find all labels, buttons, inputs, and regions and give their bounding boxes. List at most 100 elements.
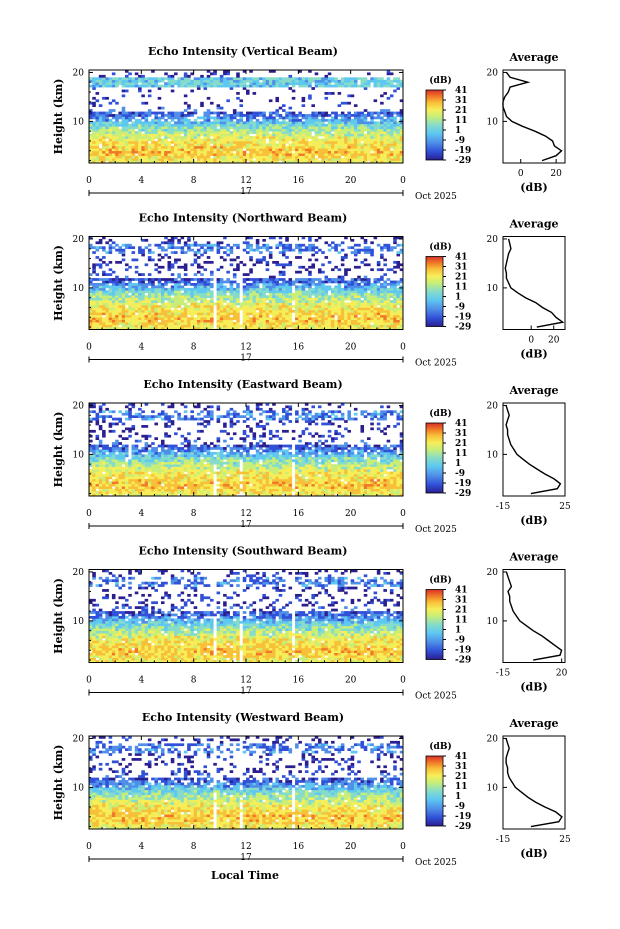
heatmap-cell <box>99 151 103 154</box>
heatmap-cell <box>223 151 227 154</box>
heatmap-cell <box>99 158 103 161</box>
heatmap-cell <box>275 307 279 310</box>
heatmap-cell <box>226 72 230 75</box>
heatmap-cell <box>230 283 234 286</box>
heatmap-cell <box>207 82 211 85</box>
heatmap-cell <box>357 126 361 129</box>
heatmap-cell <box>128 77 132 80</box>
heatmap-cell <box>341 303 345 306</box>
heatmap-cell <box>125 325 129 328</box>
heatmap-cell <box>256 298 260 301</box>
heatmap-cell <box>334 290 338 293</box>
heatmap-cell <box>230 136 234 139</box>
heatmap-cell <box>141 143 145 146</box>
heatmap-cell <box>194 131 198 134</box>
heatmap-cell <box>184 139 188 142</box>
heatmap-cell <box>230 251 234 254</box>
heatmap-cell <box>367 281 371 284</box>
heatmap-cell <box>125 134 129 137</box>
heatmap-cell <box>256 295 260 298</box>
heatmap-cell <box>128 266 132 269</box>
heatmap-cell <box>203 153 207 156</box>
heatmap-cell <box>380 94 384 97</box>
heatmap-cell <box>370 305 374 308</box>
heatmap-cell <box>102 271 106 274</box>
heatmap-cell <box>148 136 152 139</box>
heatmap-cell <box>141 491 145 494</box>
heatmap-cell <box>308 325 312 328</box>
heatmap-cell <box>118 261 122 264</box>
heatmap-cell <box>109 298 113 301</box>
heatmap-cell <box>360 119 364 122</box>
heatmap-cell <box>236 131 240 134</box>
heatmap-cell <box>295 244 299 247</box>
heatmap-cell <box>164 283 168 286</box>
heatmap-cell <box>292 146 296 149</box>
heatmap-cell <box>203 278 207 281</box>
heatmap-cell <box>321 146 325 149</box>
heatmap-cell <box>279 143 283 146</box>
heatmap-cell <box>177 129 181 132</box>
heatmap-cell <box>256 278 260 281</box>
heatmap-cell <box>197 249 201 252</box>
heatmap-cell <box>145 77 149 80</box>
heatmap-cell <box>243 80 247 83</box>
heatmap-cell <box>230 134 234 137</box>
heatmap-cell <box>282 266 286 269</box>
heatmap-cell <box>390 303 394 306</box>
heatmap-cell <box>109 151 113 154</box>
heatmap-cell <box>334 129 338 132</box>
heatmap-cell <box>210 158 214 161</box>
heatmap-cell <box>295 293 299 296</box>
heatmap-cell <box>305 310 309 313</box>
heatmap-cell <box>377 139 381 142</box>
heatmap-cell <box>246 148 250 151</box>
heatmap-cell <box>145 85 149 88</box>
heatmap-cell <box>262 259 266 262</box>
heatmap-cell <box>328 143 332 146</box>
heatmap-cell <box>115 276 119 279</box>
heatmap-cell <box>275 146 279 149</box>
heatmap-cell <box>200 102 204 105</box>
heatmap-cell <box>387 139 391 142</box>
heatmap-cell <box>177 119 181 122</box>
heatmap-cell <box>207 293 211 296</box>
heatmap-cell <box>305 295 309 298</box>
heatmap-cell <box>298 288 302 291</box>
heatmap-cell <box>203 298 207 301</box>
heatmap-cell <box>203 158 207 161</box>
heatmap-cell <box>141 85 145 88</box>
heatmap-cell <box>308 303 312 306</box>
heatmap-cell <box>122 119 126 122</box>
heatmap-cell <box>318 146 322 149</box>
heatmap-cell <box>302 143 306 146</box>
heatmap-cell <box>383 273 387 276</box>
heatmap-cell <box>105 146 109 149</box>
heatmap-cell <box>132 124 136 127</box>
heatmap-cell <box>128 80 132 83</box>
heatmap-cell <box>184 273 188 276</box>
heatmap-cell <box>387 288 391 291</box>
heatmap-cell <box>96 325 100 328</box>
heatmap-cell <box>360 325 364 328</box>
heatmap-cell <box>380 315 384 318</box>
heatmap-cell <box>308 298 312 301</box>
heatmap-cell <box>269 246 273 249</box>
heatmap-cell <box>168 278 172 281</box>
heatmap-cell <box>223 305 227 308</box>
heatmap-cell <box>308 136 312 139</box>
heatmap-cell <box>325 158 329 161</box>
heatmap-cell <box>154 153 158 156</box>
heatmap-cell <box>387 151 391 154</box>
heatmap-cell <box>380 325 384 328</box>
heatmap-cell <box>141 112 145 115</box>
heatmap-cell <box>220 300 224 303</box>
heatmap-cell <box>99 283 103 286</box>
heatmap-cell <box>115 325 119 328</box>
heatmap-cell <box>256 141 260 144</box>
heatmap-cell <box>351 131 355 134</box>
heatmap-cell <box>197 278 201 281</box>
heatmap-cell <box>253 80 257 83</box>
heatmap-cell <box>200 141 204 144</box>
heatmap-cell <box>187 136 191 139</box>
